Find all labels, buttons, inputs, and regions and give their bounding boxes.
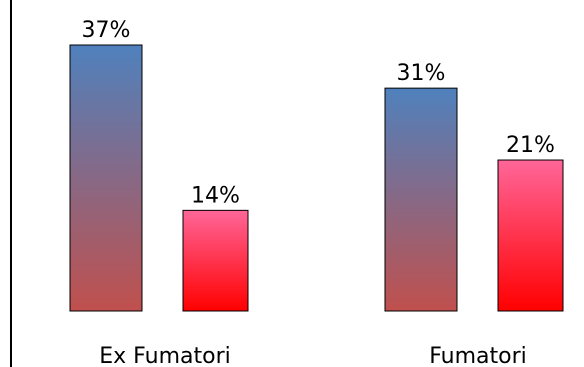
bar-ex-fumatori-s0 [69, 44, 143, 312]
bar-ex-fumatori-s1 [182, 209, 249, 312]
bar-fumatori-s0 [384, 87, 458, 312]
data-label-fumatori-s1: 21% [506, 133, 555, 158]
category-labels-group: Ex Fumatori Fumatori [99, 344, 527, 367]
data-label-ex-fumatori-s0: 37% [82, 18, 131, 43]
bars-group [69, 44, 564, 312]
value-labels-group: 37% 14% 31% 21% [82, 18, 555, 208]
data-label-fumatori-s0: 31% [397, 61, 446, 86]
data-label-ex-fumatori-s1: 14% [191, 183, 240, 208]
bar-fumatori-s1 [497, 159, 564, 312]
category-label-fumatori: Fumatori [429, 344, 527, 367]
category-label-ex-fumatori: Ex Fumatori [99, 344, 230, 367]
